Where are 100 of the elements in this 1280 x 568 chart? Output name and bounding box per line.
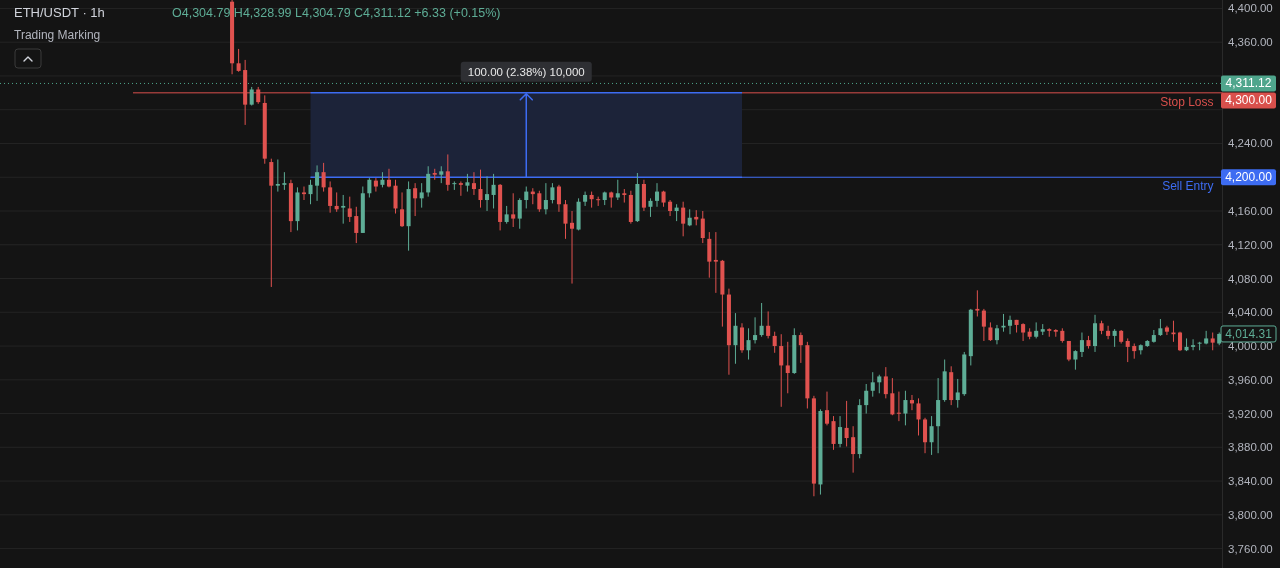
y-tick-label: 4,080.00 (1228, 272, 1273, 285)
candlestick (452, 180, 457, 191)
candlestick (308, 179, 313, 205)
candlestick (413, 182, 418, 217)
candlestick (877, 374, 882, 394)
candlestick (1191, 338, 1196, 351)
candlestick (681, 201, 686, 237)
candlestick (766, 310, 771, 339)
candlestick (890, 377, 895, 416)
candlestick (354, 206, 359, 244)
candlestick (844, 400, 849, 447)
candlestick (1151, 329, 1156, 344)
candlestick (824, 391, 830, 426)
candlestick (981, 308, 986, 342)
y-tick-label: 4,120.00 (1228, 238, 1273, 251)
candlestick (301, 186, 307, 201)
y-tick-label: 3,760.00 (1228, 542, 1273, 555)
y-tick-label: 3,840.00 (1228, 475, 1273, 488)
candlestick (583, 191, 588, 207)
candlestick (400, 191, 405, 228)
candlestick (707, 231, 712, 279)
candlestick (491, 173, 496, 209)
candlestick (419, 182, 424, 209)
y-tick-label: 4,360.00 (1228, 36, 1273, 49)
candlestick (458, 180, 463, 197)
candlestick (341, 194, 346, 225)
y-tick-label: 3,880.00 (1228, 441, 1273, 454)
candlestick (746, 327, 751, 361)
candlestick (537, 190, 542, 213)
annotation: 100.00 (2.38%) 10,000 (467, 65, 585, 78)
candlestick (975, 289, 980, 317)
candlestick (1177, 331, 1183, 352)
candlestick (367, 177, 372, 198)
chart-title: ETH/USDT · 1h (14, 5, 105, 20)
candlestick (838, 415, 843, 448)
candlestick (373, 177, 378, 193)
candlestick (269, 158, 274, 288)
candlestick (916, 397, 921, 436)
y-tick-label: 4,040.00 (1228, 306, 1273, 319)
text: 4,014.31 (1225, 326, 1273, 341)
text: 4,200.00 (1225, 170, 1273, 185)
ref-line-label: Stop Loss (1160, 94, 1214, 109)
ref-line-label: Sell Entry (1162, 179, 1214, 194)
candlestick (321, 162, 326, 193)
candlestick (315, 164, 320, 202)
candlestick (1106, 325, 1111, 340)
y-tick-label: 4,160.00 (1228, 205, 1273, 217)
candlestick (275, 159, 280, 193)
candlestick (1021, 322, 1026, 342)
candlestick (883, 366, 888, 399)
candlestick (393, 179, 398, 215)
candlestick (1008, 315, 1013, 335)
candlestick (563, 199, 568, 240)
candlestick (471, 171, 476, 196)
candlestick (478, 169, 483, 209)
candlestick (556, 184, 561, 213)
candlestick (517, 197, 522, 230)
candlestick (485, 175, 490, 212)
candlestick (733, 312, 738, 365)
candlestick (570, 210, 575, 285)
candlestick (524, 186, 529, 209)
annotation: Trading Marking (14, 28, 101, 42)
candlestick (870, 371, 875, 398)
candlestick (445, 153, 450, 192)
candlestick (903, 390, 908, 426)
text: O4,304.79 H4,328.99 L4,304.79 C4,311.12 +6.33 (+0.15%) (172, 6, 501, 20)
candlestick (923, 417, 928, 454)
candlestick (798, 332, 803, 364)
y-tick-label: 4,000.00 (1228, 340, 1273, 353)
y-tick-label: 3,960.00 (1228, 373, 1273, 386)
candlestick (929, 415, 934, 456)
candlestick (328, 180, 333, 214)
candlestick (700, 210, 705, 244)
candlestick (615, 179, 620, 201)
candlestick (955, 378, 960, 409)
candlestick (759, 302, 764, 338)
candlestick (785, 341, 790, 394)
candlestick (648, 197, 653, 218)
candlestick (713, 231, 718, 294)
candlestick (347, 196, 352, 223)
candlestick (753, 316, 758, 344)
candlestick (654, 182, 660, 208)
y-tick-label: 3,800.00 (1228, 508, 1273, 521)
candlestick (641, 179, 646, 212)
candlestick (739, 322, 745, 354)
candlestick (1125, 337, 1130, 363)
y-tick-label: 4,400.00 (1228, 2, 1273, 15)
candlestick (543, 182, 548, 215)
y-tick-label: 3,920.00 (1228, 407, 1273, 420)
candlestick (831, 415, 836, 451)
candlestick (772, 331, 777, 354)
candlestick (511, 192, 516, 228)
candlestick (1073, 349, 1078, 371)
candlestick (426, 165, 431, 198)
candlestick (1079, 332, 1084, 358)
candlestick (779, 333, 784, 408)
text: 4,311.12 (1225, 76, 1272, 91)
candlestick (236, 48, 241, 73)
candlestick (988, 321, 993, 342)
candlestick (896, 391, 901, 422)
